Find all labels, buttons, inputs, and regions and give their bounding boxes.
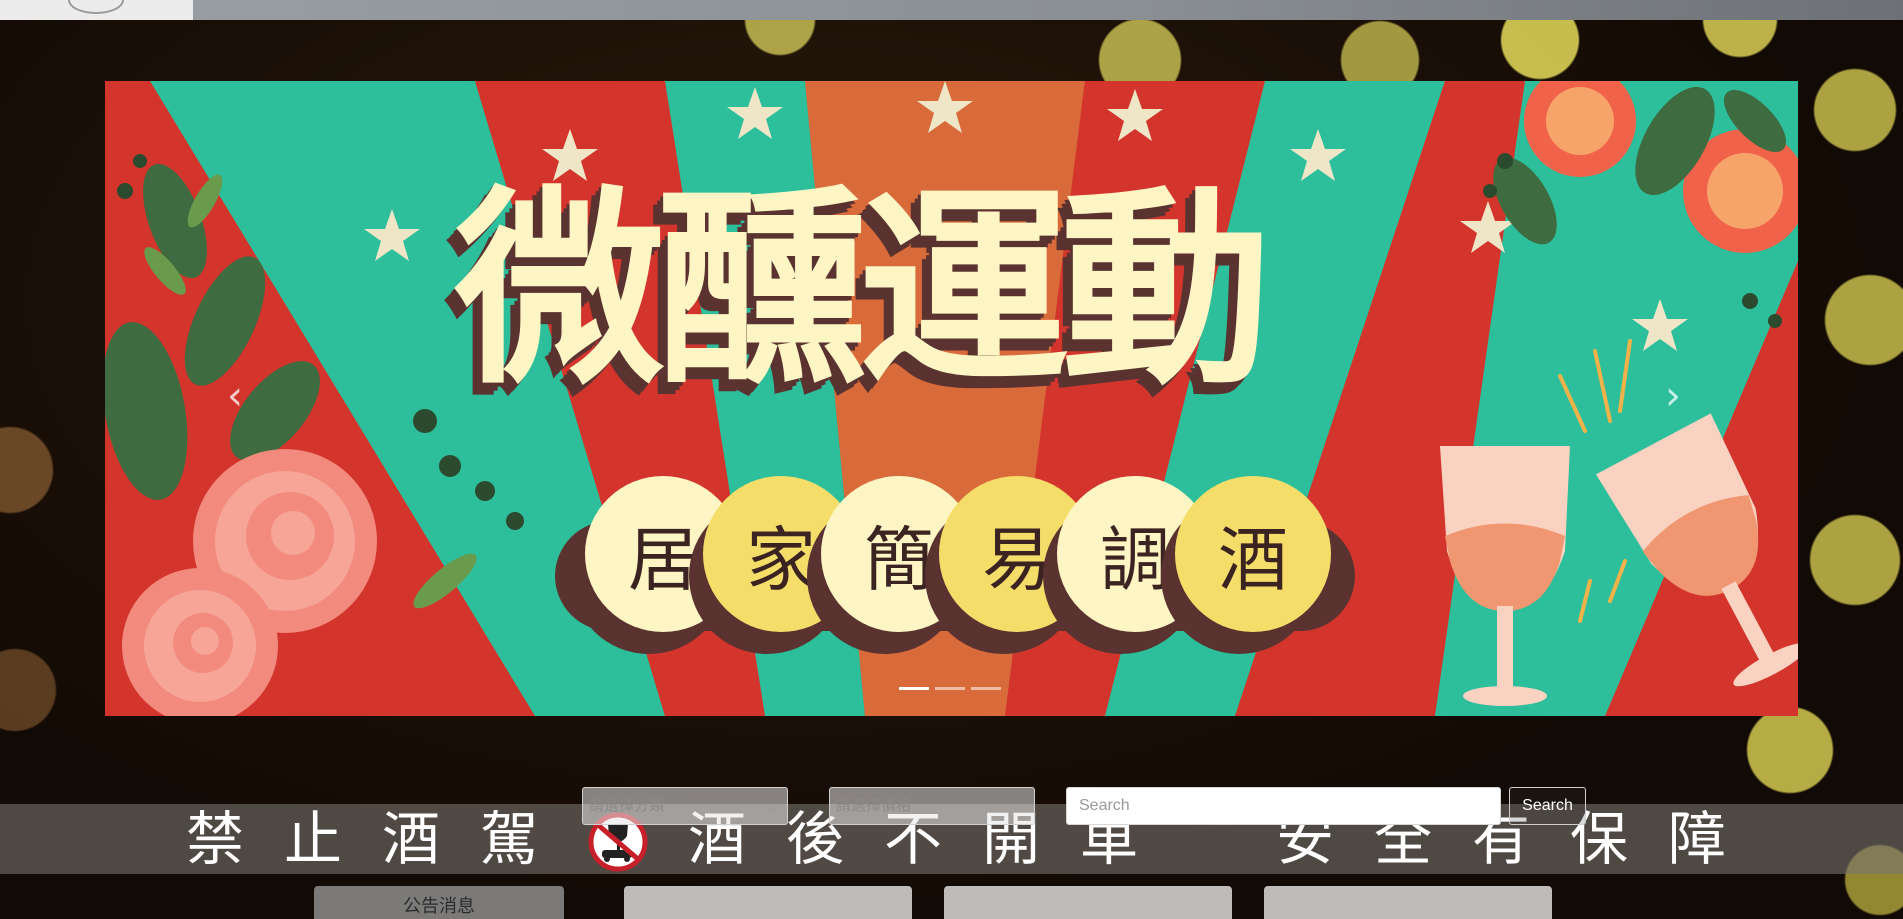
subtitle-char: 調 xyxy=(1057,476,1213,632)
carousel-next-button[interactable]: › xyxy=(1653,371,1693,421)
category-select-value: 請選擇分類 xyxy=(589,797,665,814)
tab-3[interactable] xyxy=(944,886,1232,919)
carousel-indicator[interactable] xyxy=(899,687,929,690)
logo-icon xyxy=(68,0,124,14)
carousel-indicator[interactable] xyxy=(971,687,1001,690)
tab-2[interactable] xyxy=(624,886,912,919)
search-filter-row: 請選擇分類 ⌄ 請選擇價格 ⌄ Search Search xyxy=(0,787,1903,827)
carousel-indicator[interactable] xyxy=(935,687,965,690)
subtitle-char: 酒 xyxy=(1175,476,1331,632)
chevron-down-icon: ⌄ xyxy=(1015,799,1026,813)
site-logo[interactable] xyxy=(0,0,193,20)
category-select[interactable]: 請選擇分類 ⌄ xyxy=(582,787,788,825)
carousel-prev-button[interactable]: ‹ xyxy=(215,371,255,421)
banner-carousel[interactable]: 微醺運動 居 家 簡 易 調 酒 ‹ › xyxy=(105,81,1798,716)
banner-title: 微醺運動 xyxy=(455,168,1271,413)
chevron-left-icon: ‹ xyxy=(227,373,243,419)
subtitle-char: 居 xyxy=(585,476,741,632)
price-select-value: 請選擇價格 xyxy=(836,797,912,814)
subtitle-char: 易 xyxy=(939,476,1095,632)
chevron-right-icon: › xyxy=(1665,373,1681,419)
tab-4[interactable] xyxy=(1264,886,1552,919)
top-navbar xyxy=(0,0,1903,20)
search-input[interactable]: Search xyxy=(1066,787,1501,825)
tab-news[interactable]: 公告消息 xyxy=(314,886,564,919)
banner-subtitle: 居 家 簡 易 調 酒 xyxy=(585,476,1331,632)
price-select[interactable]: 請選擇價格 ⌄ xyxy=(829,787,1035,825)
marquee-text-left: 禁止酒駕 xyxy=(186,805,579,873)
chevron-down-icon: ⌄ xyxy=(768,799,779,813)
search-button[interactable]: Search xyxy=(1509,787,1586,825)
carousel-indicators xyxy=(899,687,1001,690)
